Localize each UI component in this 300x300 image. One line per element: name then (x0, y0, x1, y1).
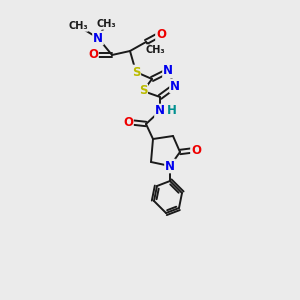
Text: O: O (191, 143, 201, 157)
Text: N: N (165, 160, 175, 172)
Text: CH₃: CH₃ (145, 45, 165, 55)
Text: N: N (170, 80, 180, 92)
Text: S: S (139, 85, 147, 98)
Text: O: O (88, 49, 98, 62)
Text: CH₃: CH₃ (68, 21, 88, 31)
Text: S: S (132, 65, 140, 79)
Text: N: N (93, 32, 103, 44)
Text: N: N (163, 64, 173, 77)
Text: O: O (156, 28, 166, 40)
Text: O: O (123, 116, 133, 128)
Text: CH₃: CH₃ (96, 19, 116, 29)
Text: H: H (167, 104, 177, 118)
Text: N: N (155, 104, 165, 118)
